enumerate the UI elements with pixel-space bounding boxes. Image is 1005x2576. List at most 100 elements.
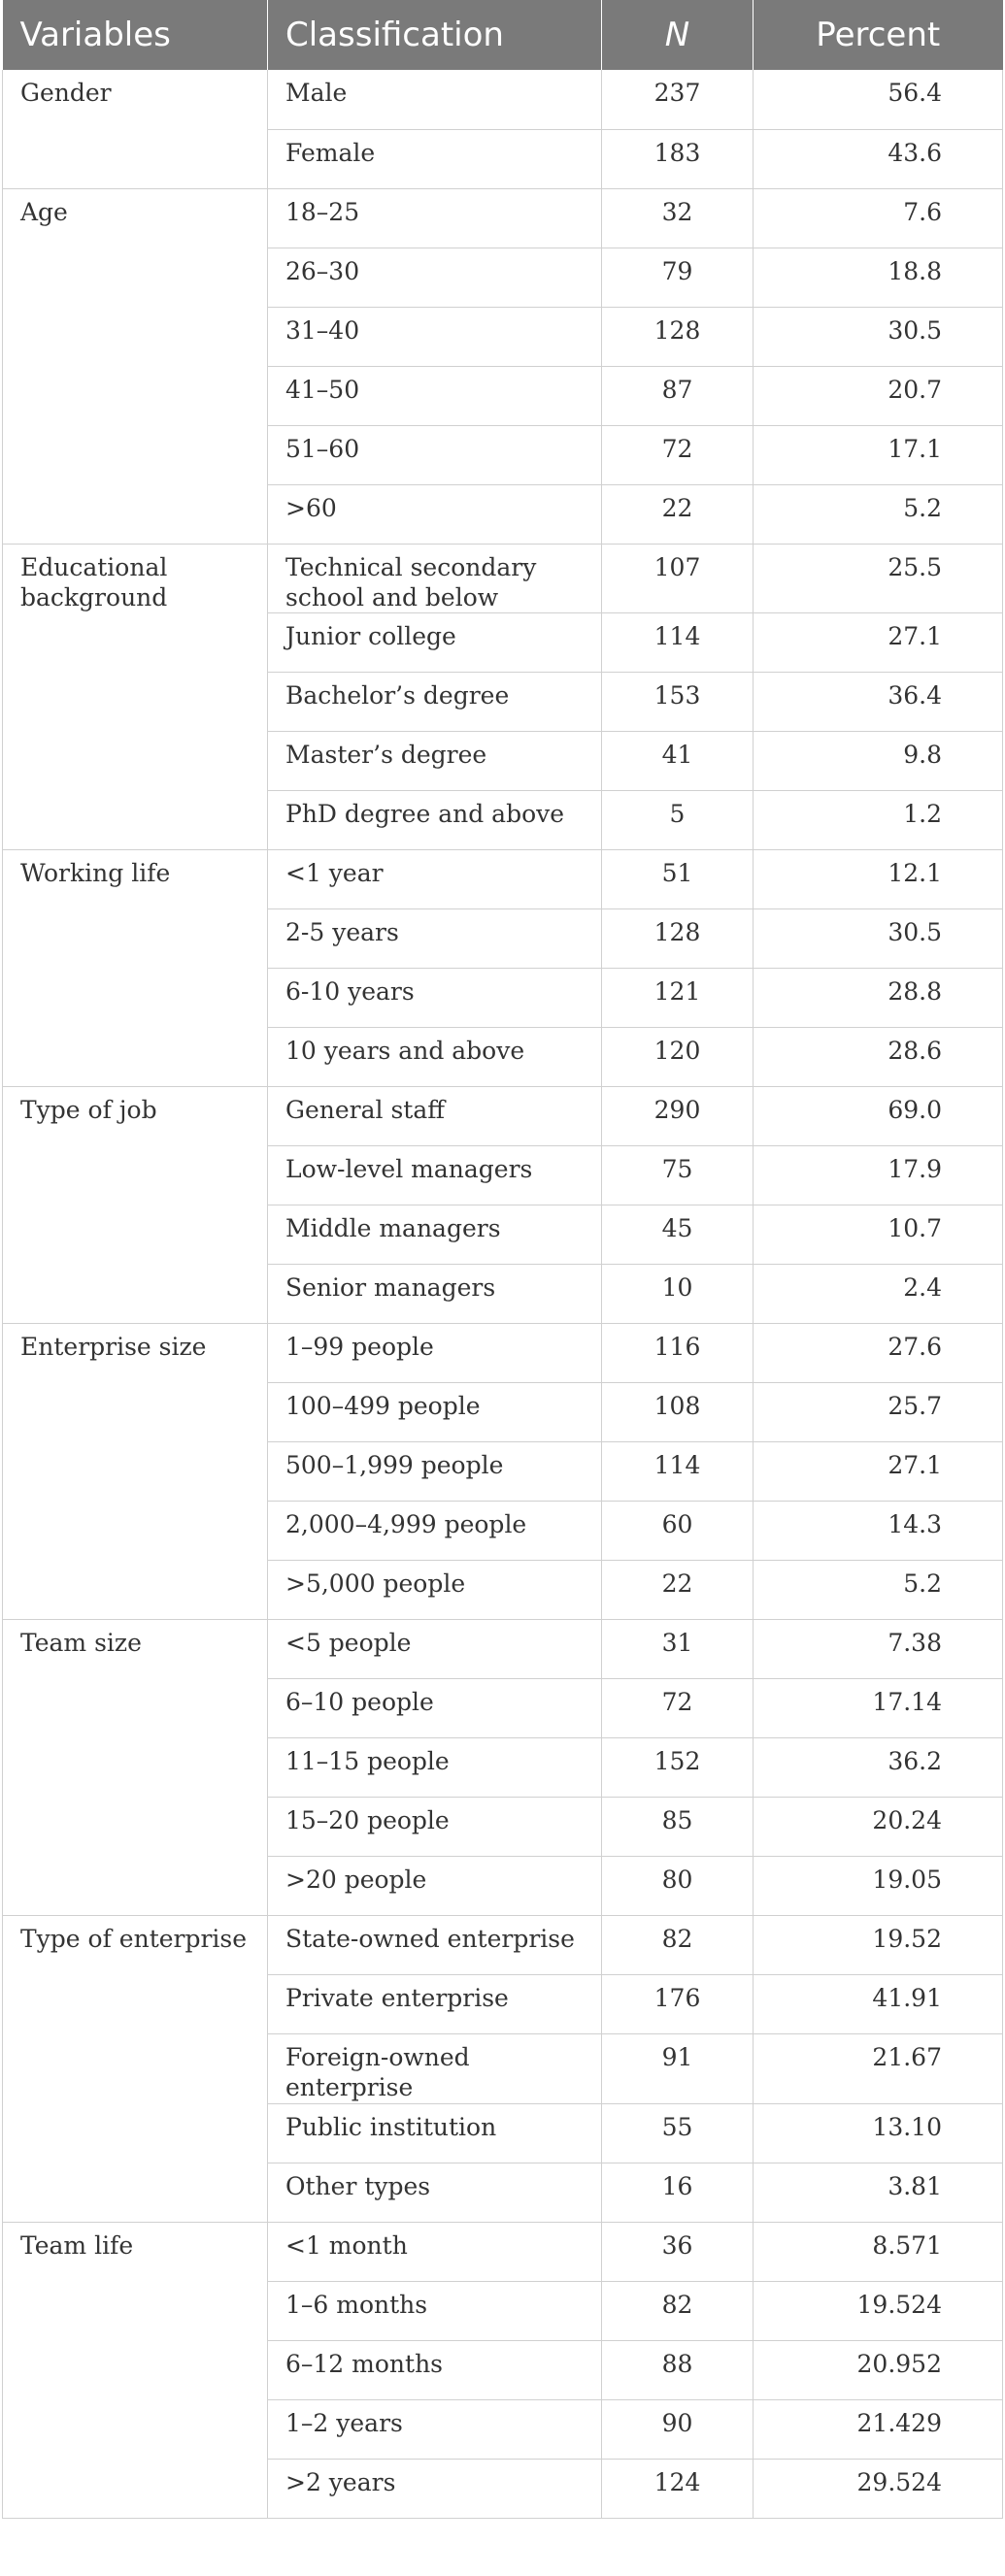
percent-cell: 27.1: [753, 1441, 1003, 1502]
variable-cell: Team size: [2, 1619, 268, 1916]
table-row: Low-level managers 75 17.9: [3, 1145, 1003, 1205]
table-row: 31–40 128 30.5: [3, 307, 1003, 367]
table-row: Master’s degree 41 9.8: [3, 731, 1003, 791]
classification-cell: 6-10 years: [267, 968, 602, 1028]
n-cell: 90: [601, 2399, 754, 2460]
percent-cell: 30.5: [753, 908, 1003, 969]
table-row: 41–50 87 20.7: [3, 366, 1003, 426]
table-row: >5,000 people 22 5.2: [3, 1560, 1003, 1620]
n-cell: 10: [601, 1264, 754, 1324]
percent-cell: 19.52: [753, 1915, 1003, 1975]
classification-cell: 11–15 people: [267, 1737, 602, 1798]
classification-cell: General staff: [267, 1086, 602, 1146]
n-cell: 290: [601, 1086, 754, 1146]
n-cell: 128: [601, 307, 754, 367]
percent-cell: 17.9: [753, 1145, 1003, 1205]
n-cell: 114: [601, 1441, 754, 1502]
n-cell: 72: [601, 425, 754, 485]
classification-cell: 51–60: [267, 425, 602, 485]
n-cell: 153: [601, 672, 754, 732]
table-row: Foreign-owned enterprise 91 21.67: [3, 2033, 1003, 2104]
table-row: Bachelor’s degree 153 36.4: [3, 672, 1003, 732]
percent-cell: 18.8: [753, 248, 1003, 308]
n-cell: 16: [601, 2163, 754, 2223]
classification-cell: Junior college: [267, 612, 602, 673]
n-cell: 183: [601, 129, 754, 189]
classification-cell: 500–1,999 people: [267, 1441, 602, 1502]
classification-cell: Middle managers: [267, 1205, 602, 1265]
classification-cell: 18–25: [267, 188, 602, 248]
n-cell: 116: [601, 1323, 754, 1383]
percent-cell: 5.2: [753, 484, 1003, 545]
variable-cell: Team life: [2, 2222, 268, 2519]
percent-cell: 28.6: [753, 1027, 1003, 1087]
classification-cell: 1–6 months: [267, 2281, 602, 2341]
n-cell: 31: [601, 1619, 754, 1679]
header-n: N: [601, 0, 754, 70]
classification-cell: 31–40: [267, 307, 602, 367]
percent-cell: 19.524: [753, 2281, 1003, 2341]
classification-cell: 2,000–4,999 people: [267, 1501, 602, 1561]
n-cell: 91: [601, 2033, 754, 2104]
table-row: 51–60 72 17.1: [3, 425, 1003, 485]
classification-cell: 6–12 months: [267, 2340, 602, 2400]
percent-cell: 41.91: [753, 1974, 1003, 2034]
table-body: Gender Male 237 56.4 Female 183 43.6 Age 18–25 32…: [2, 70, 1003, 2519]
percent-cell: 27.6: [753, 1323, 1003, 1383]
table-row: 500–1,999 people 114 27.1: [3, 1441, 1003, 1502]
classification-cell: 6–10 people: [267, 1678, 602, 1738]
classification-cell: Public institution: [267, 2103, 602, 2163]
table-row: Private enterprise 176 41.91: [3, 1974, 1003, 2034]
percent-cell: 19.05: [753, 1856, 1003, 1916]
variable-cell: Working life: [2, 849, 268, 1087]
classification-cell: <5 people: [267, 1619, 602, 1679]
table-row: 1–2 years 90 21.429: [3, 2399, 1003, 2460]
n-cell: 75: [601, 1145, 754, 1205]
classification-cell: >20 people: [267, 1856, 602, 1916]
percent-cell: 1.2: [753, 790, 1003, 850]
table-row: >60 22 5.2: [3, 484, 1003, 545]
classification-cell: 10 years and above: [267, 1027, 602, 1087]
n-cell: 114: [601, 612, 754, 673]
n-cell: 82: [601, 2281, 754, 2341]
n-cell: 22: [601, 1560, 754, 1620]
percent-cell: 20.24: [753, 1797, 1003, 1857]
classification-cell: 100–499 people: [267, 1382, 602, 1442]
variable-cell: Type of job: [2, 1086, 268, 1324]
percent-cell: 17.1: [753, 425, 1003, 485]
table-row: Female 183 43.6: [3, 129, 1003, 189]
table-row: Team size <5 people 31 7.38: [2, 1619, 1003, 1916]
table-row: Type of enterprise State-owned enterprise…: [2, 1915, 1003, 2223]
demographics-table: Variables Classification N Percent Gende…: [2, 0, 1003, 2519]
percent-cell: 13.10: [753, 2103, 1003, 2163]
n-cell: 176: [601, 1974, 754, 2034]
table-row: 1–6 months 82 19.524: [3, 2281, 1003, 2341]
classification-cell: 1–2 years: [267, 2399, 602, 2460]
n-cell: 120: [601, 1027, 754, 1087]
n-cell: 82: [601, 1915, 754, 1975]
percent-cell: 20.7: [753, 366, 1003, 426]
n-cell: 124: [601, 2459, 754, 2519]
table-header: Variables Classification N Percent: [2, 0, 1003, 70]
table-row: Age 18–25 32 7.6: [2, 188, 1003, 545]
header-percent: Percent: [753, 0, 1003, 70]
table-row: 6–10 people 72 17.14: [3, 1678, 1003, 1738]
percent-cell: 14.3: [753, 1501, 1003, 1561]
percent-cell: 10.7: [753, 1205, 1003, 1265]
n-cell: 87: [601, 366, 754, 426]
percent-cell: 29.524: [753, 2459, 1003, 2519]
table-row: Gender Male 237 56.4: [2, 70, 1003, 189]
classification-cell: 26–30: [267, 248, 602, 308]
classification-cell: <1 year: [267, 849, 602, 909]
percent-cell: 9.8: [753, 731, 1003, 791]
percent-cell: 28.8: [753, 968, 1003, 1028]
table-row: >2 years 124 29.524: [3, 2459, 1003, 2519]
table-row: Working life <1 year 51 12.1: [2, 849, 1003, 1087]
classification-cell: Private enterprise: [267, 1974, 602, 2034]
percent-cell: 2.4: [753, 1264, 1003, 1324]
table-row: Senior managers 10 2.4: [3, 1264, 1003, 1324]
classification-cell: State-owned enterprise: [267, 1915, 602, 1975]
percent-cell: 36.2: [753, 1737, 1003, 1798]
table-row: PhD degree and above 5 1.2: [3, 790, 1003, 850]
table-row: Middle managers 45 10.7: [3, 1205, 1003, 1265]
